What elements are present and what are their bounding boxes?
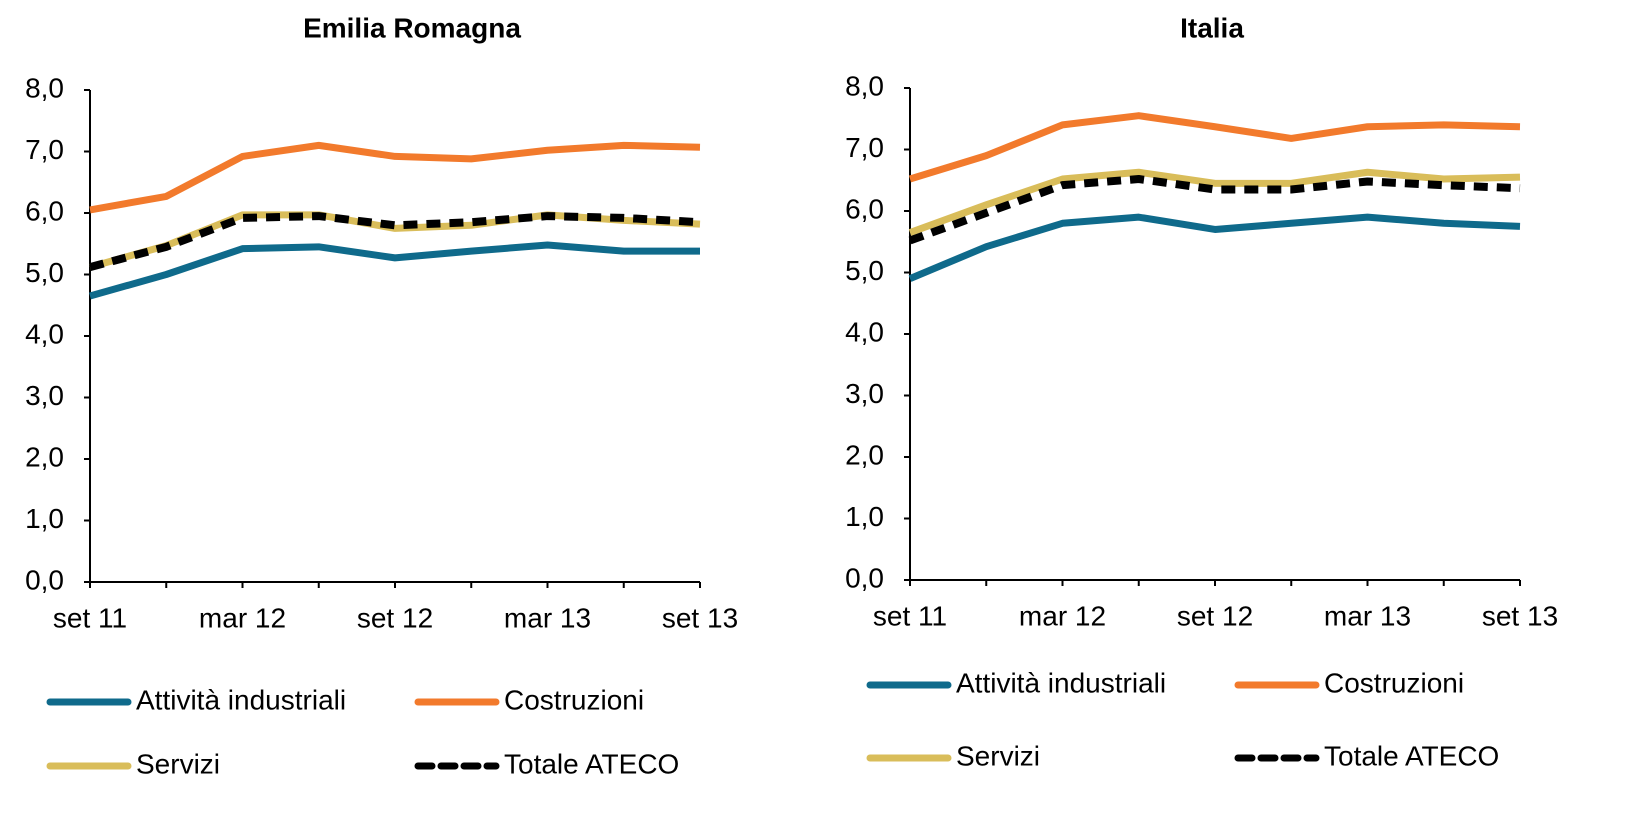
y-tick-label: 0,0 [25, 564, 64, 595]
y-tick-label: 1,0 [25, 503, 64, 534]
y-tick-label: 5,0 [845, 255, 884, 286]
x-tick-label: set 13 [662, 602, 738, 633]
y-tick-label: 7,0 [25, 134, 64, 165]
x-tick-label: mar 13 [504, 602, 591, 633]
y-tick-label: 3,0 [25, 380, 64, 411]
y-tick-label: 7,0 [845, 132, 884, 163]
series-line [908, 112, 1521, 183]
series-line [908, 213, 1521, 282]
y-tick-label: 8,0 [25, 72, 64, 103]
x-tick-label: set 12 [1177, 600, 1253, 631]
chart-title: Italia [1180, 12, 1244, 43]
y-tick-label: 3,0 [845, 378, 884, 409]
y-tick-label: 0,0 [845, 562, 884, 593]
y-tick-label: 2,0 [25, 441, 64, 472]
x-tick-label: set 12 [357, 602, 433, 633]
series-line [908, 168, 1521, 236]
legend-label: Servizi [956, 740, 1040, 771]
x-tick-label: mar 12 [1019, 600, 1106, 631]
chart-title: Emilia Romagna [303, 12, 521, 43]
series-line [88, 212, 701, 271]
y-tick-label: 4,0 [25, 318, 64, 349]
legend-label: Attività industriali [956, 667, 1166, 698]
series-line [89, 141, 701, 214]
y-tick-label: 6,0 [25, 195, 64, 226]
y-tick-label: 2,0 [845, 439, 884, 470]
y-tick-label: 6,0 [845, 193, 884, 224]
y-tick-label: 1,0 [845, 501, 884, 532]
legend-label: Totale ATECO [504, 748, 679, 779]
legend-label: Costruzioni [1324, 667, 1464, 698]
legend-label: Costruzioni [504, 684, 644, 715]
y-tick-label: 5,0 [25, 257, 64, 288]
x-tick-label: mar 12 [199, 602, 286, 633]
x-tick-label: set 11 [53, 602, 127, 633]
x-tick-label: set 11 [873, 600, 947, 631]
x-tick-label: set 13 [1482, 600, 1558, 631]
x-tick-label: mar 13 [1324, 600, 1411, 631]
legend-label: Servizi [136, 748, 220, 779]
y-tick-label: 8,0 [845, 70, 884, 101]
y-tick-label: 4,0 [845, 316, 884, 347]
series-line [908, 175, 1521, 245]
series-line [89, 241, 700, 300]
legend-label: Totale ATECO [1324, 740, 1499, 771]
legend-label: Attività industriali [136, 684, 346, 715]
